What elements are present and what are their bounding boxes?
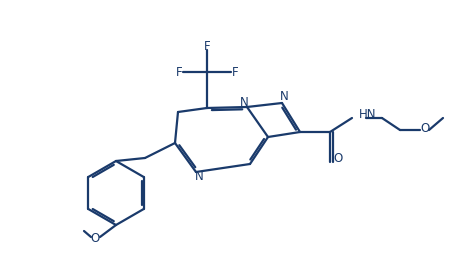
Text: HN: HN: [358, 107, 375, 120]
Text: F: F: [231, 66, 238, 79]
Text: O: O: [90, 231, 100, 245]
Text: N: N: [194, 169, 203, 183]
Text: O: O: [420, 122, 429, 135]
Text: F: F: [175, 66, 182, 79]
Text: O: O: [333, 152, 342, 165]
Text: F: F: [203, 39, 210, 52]
Text: N: N: [239, 95, 248, 109]
Text: N: N: [279, 91, 288, 104]
